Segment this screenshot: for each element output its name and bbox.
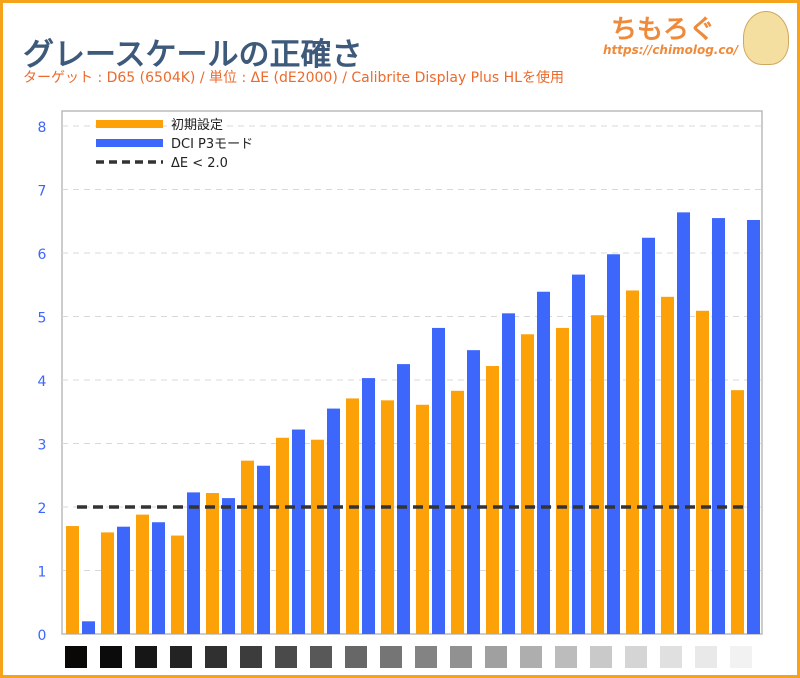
legend-swatch [96, 120, 163, 128]
y-tick-label: 1 [38, 565, 47, 581]
bar-default [206, 493, 219, 634]
y-tick-label: 5 [38, 311, 47, 327]
grayscale-swatch [380, 646, 402, 668]
bar-default [696, 310, 709, 634]
plot-area [61, 110, 763, 635]
bar-dci-p3 [747, 219, 760, 635]
bar-default [486, 366, 499, 634]
bar-dci-p3 [677, 212, 690, 635]
bar-default [276, 437, 289, 634]
grayscale-swatch [100, 646, 122, 668]
bar-default [136, 514, 149, 634]
grayscale-swatch [170, 646, 192, 668]
bar-dci-p3 [572, 274, 585, 634]
grayscale-swatch [135, 646, 157, 668]
bar-dci-p3 [712, 218, 725, 634]
grayscale-swatch [275, 646, 297, 668]
bar-dci-p3 [292, 429, 305, 634]
bar-default [346, 398, 359, 634]
legend-label: 初期設定 [171, 117, 223, 133]
y-tick-label: 4 [38, 374, 47, 390]
grayscale-swatch [520, 646, 542, 668]
bar-default [101, 532, 114, 634]
bar-dci-p3 [222, 498, 235, 634]
bar-default [626, 290, 639, 634]
y-tick-label: 0 [38, 628, 47, 644]
bar-default [731, 390, 744, 634]
grayscale-swatch [660, 646, 682, 668]
bar-default [241, 460, 254, 634]
bar-dci-p3 [537, 291, 550, 634]
y-tick-label: 7 [38, 184, 47, 200]
y-tick-label: 8 [38, 120, 47, 136]
bar-dci-p3 [152, 522, 165, 634]
grayscale-swatch [415, 646, 437, 668]
bar-default [591, 315, 604, 634]
chart-subtitle: ターゲット : D65 (6504K) / 単位 : ΔE (dE2000) /… [23, 70, 564, 86]
grayscale-swatch [345, 646, 367, 668]
bar-dci-p3 [327, 408, 340, 634]
bar-default [311, 439, 324, 634]
grayscale-swatch [625, 646, 647, 668]
bar-dci-p3 [432, 327, 445, 634]
chart-title: グレースケールの正確さ [23, 37, 363, 73]
bar-default [661, 296, 674, 634]
grayscale-swatch [485, 646, 507, 668]
legend-swatch [96, 139, 163, 147]
grayscale-swatch [65, 646, 87, 668]
bar-dci-p3 [502, 313, 515, 634]
bar-default [416, 404, 429, 634]
legend-label: DCI P3モード [171, 137, 253, 152]
grayscale-swatch [205, 646, 227, 668]
logo-text: ちもろぐ [611, 15, 716, 45]
bar-dci-p3 [257, 465, 270, 634]
site-logo: ちもろぐ https://chimolog.co/ [603, 9, 793, 69]
bar-dci-p3 [82, 621, 95, 634]
bar-default [556, 327, 569, 634]
bar-default [171, 535, 184, 634]
grayscale-swatch [555, 646, 577, 668]
grayscale-swatch [240, 646, 262, 668]
bar-default [66, 526, 79, 634]
y-tick-label: 2 [38, 501, 47, 517]
bar-dci-p3 [397, 364, 410, 634]
bar-default [381, 400, 394, 634]
legend-label: ΔE < 2.0 [171, 156, 228, 171]
bar-dci-p3 [187, 492, 200, 634]
bar-default [521, 334, 534, 634]
grayscale-swatch [310, 646, 332, 668]
bar-dci-p3 [642, 237, 655, 634]
bar-chart: 0 1 2 3 4 5 6 7 8 初期設定 DCI P3モード ΔE < 2.0 [38, 110, 763, 668]
grayscale-swatch [730, 646, 752, 668]
mascot-avatar-icon [743, 11, 789, 65]
bar-default [451, 390, 464, 634]
grayscale-swatch [450, 646, 472, 668]
logo-url: https://chimolog.co/ [603, 43, 739, 57]
bar-dci-p3 [117, 526, 130, 634]
grayscale-swatch [695, 646, 717, 668]
bar-dci-p3 [607, 254, 620, 634]
y-tick-label: 6 [38, 247, 47, 263]
grayscale-swatch [590, 646, 612, 668]
y-tick-label: 3 [38, 438, 47, 454]
bar-dci-p3 [467, 350, 480, 634]
